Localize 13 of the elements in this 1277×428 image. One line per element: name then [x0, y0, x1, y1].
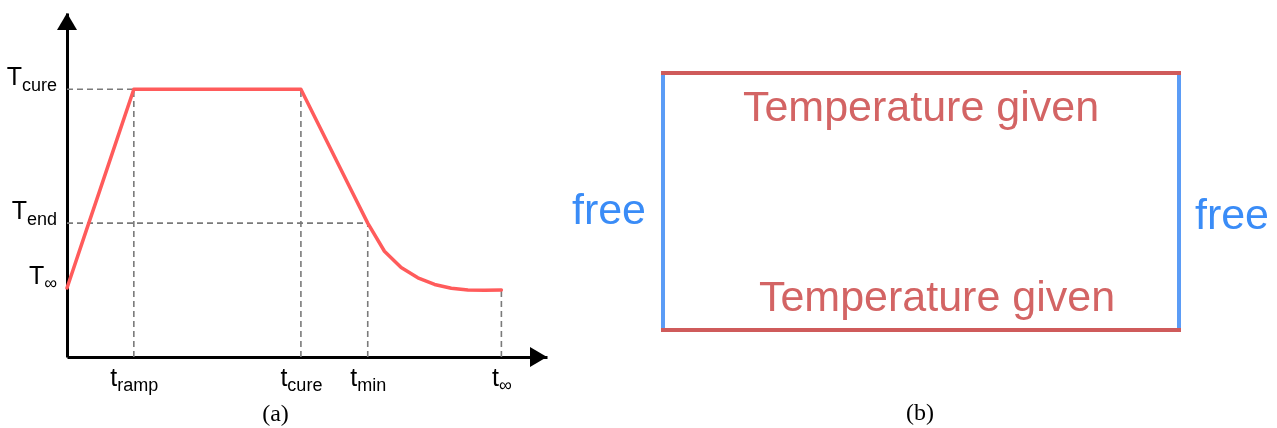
text: Temperature given [742, 82, 1100, 130]
x-axis-title: (a) [262, 399, 289, 426]
text: T$_{∞}$ [28, 260, 58, 294]
x-tick-label: t$_{ramp}$ [110, 362, 159, 395]
x-tick-label: t$_{∞}$ [491, 362, 512, 395]
ref-line-label: T$_{end}$ [11, 196, 57, 229]
text: free [571, 185, 647, 233]
ref-line-label: T$_{cure}$ [6, 62, 57, 95]
text: free [1194, 190, 1270, 238]
x-tick-label: t$_{cure}$ [280, 362, 323, 395]
x-tick-label: t$_{min}$ [350, 362, 387, 395]
text: Temperature given [758, 272, 1116, 320]
text: (b) [906, 399, 934, 425]
